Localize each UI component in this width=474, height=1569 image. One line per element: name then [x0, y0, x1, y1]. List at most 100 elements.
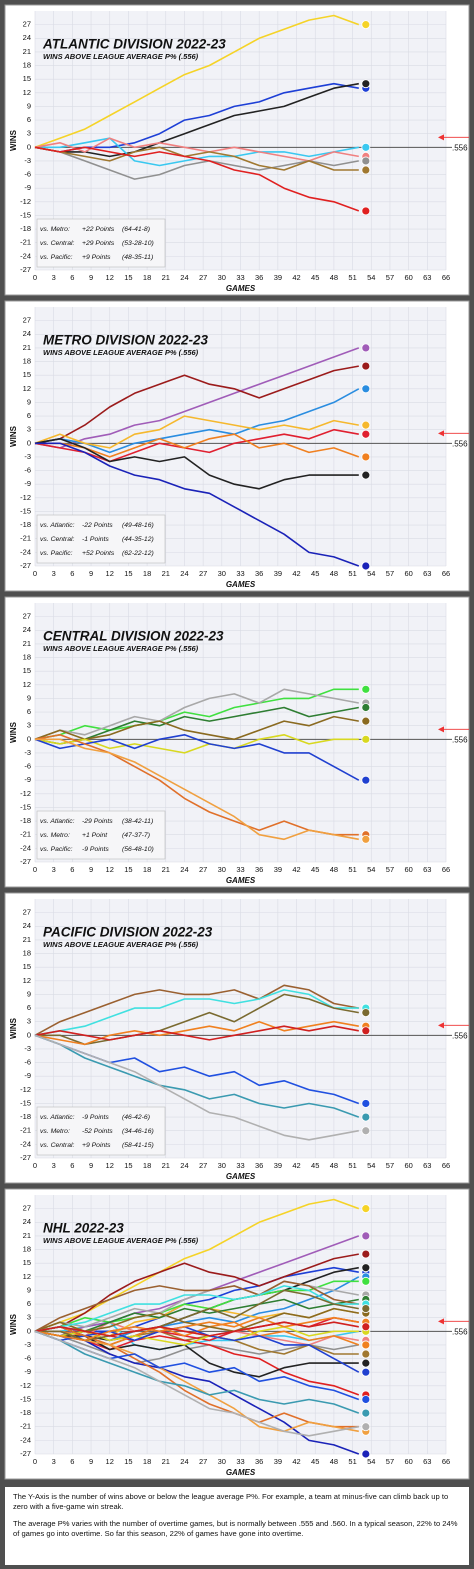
- reference-marker: [438, 1318, 444, 1325]
- y-tick-label: 12: [23, 976, 31, 985]
- y-axis-label: WINS: [9, 129, 18, 151]
- team-line: [34, 715, 359, 741]
- y-tick-label: -18: [20, 1112, 31, 1121]
- x-tick-label: 57: [386, 1161, 394, 1170]
- y-tick-label: 27: [23, 20, 31, 29]
- x-tick-label: 51: [348, 865, 356, 874]
- record-wlt: (38-42-11): [122, 818, 153, 825]
- record-label: vs. Metro:: [40, 1128, 70, 1135]
- chart-subtitle: WINS ABOVE LEAGUE AVERAGE P% (.556): [43, 940, 199, 949]
- records-box: [36, 810, 166, 860]
- x-tick-label: 21: [162, 865, 170, 874]
- y-tick-label: -6: [24, 762, 31, 771]
- note: The Y-Axis is the number of wins above o…: [13, 1492, 449, 1511]
- x-tick-label: 36: [255, 569, 263, 578]
- y-tick-label: 6: [27, 115, 31, 124]
- team-logo: [361, 206, 371, 216]
- y-tick-label: 18: [23, 949, 31, 958]
- x-axis-label: GAMES: [226, 580, 256, 589]
- x-tick-label: 60: [404, 865, 412, 874]
- team-line: [34, 1285, 359, 1333]
- team-line: [34, 989, 359, 1037]
- team-line: [34, 1321, 359, 1337]
- y-tick-label: 12: [23, 88, 31, 97]
- team-logo: [361, 429, 371, 439]
- y-tick-label: -24: [20, 1435, 31, 1444]
- x-tick-label: 48: [330, 1161, 338, 1170]
- team-line: [34, 1034, 359, 1141]
- x-tick-label: 3: [52, 1457, 56, 1466]
- team-line: [34, 137, 359, 162]
- team-line: [35, 1330, 360, 1455]
- y-tick-label: -27: [20, 1449, 31, 1458]
- team-logo: [361, 734, 371, 744]
- x-tick-label: 27: [199, 569, 207, 578]
- x-tick-label: 27: [199, 1161, 207, 1170]
- team-line: [34, 734, 360, 781]
- record-wlt: (58-41-15): [122, 1142, 154, 1149]
- record-wlt: (64-41-8): [122, 226, 150, 233]
- team-line: [34, 984, 359, 1037]
- x-tick-label: 15: [124, 1161, 132, 1170]
- y-tick-label: -9: [24, 775, 31, 784]
- x-tick-label: 6: [70, 1161, 74, 1170]
- team-line: [35, 442, 360, 567]
- team-logo: [361, 1026, 371, 1036]
- y-tick-label: 21: [23, 639, 31, 648]
- y-tick-label: -12: [20, 789, 31, 798]
- x-tick-label: 36: [255, 273, 263, 282]
- x-tick-label: 33: [236, 865, 244, 874]
- x-tick-label: 27: [199, 273, 207, 282]
- team-line: [34, 1330, 360, 1414]
- team-logo: [361, 716, 371, 726]
- x-tick-label: 6: [70, 865, 74, 874]
- y-tick-label: 12: [23, 1272, 31, 1281]
- x-tick-label: 9: [89, 1457, 93, 1466]
- team-logo: [361, 1395, 371, 1404]
- team-line: [34, 146, 359, 171]
- y-tick-label: -15: [20, 1098, 31, 1107]
- record-label: vs. Atlantic:: [40, 818, 75, 825]
- record-wlt: (47-37-7): [122, 832, 150, 839]
- y-tick-label: -21: [20, 238, 31, 247]
- y-tick-label: -6: [24, 170, 31, 179]
- team-logo: [361, 1249, 371, 1259]
- team-logo: [361, 1408, 371, 1418]
- y-axis-label: WINS: [9, 1313, 18, 1335]
- x-tick-label: 0: [33, 1161, 37, 1170]
- y-tick-label: 15: [23, 1258, 31, 1267]
- team-logo: [361, 142, 371, 152]
- x-axis-label: GAMES: [226, 1172, 256, 1181]
- record-label: vs. Pacific:: [40, 846, 73, 853]
- y-tick-label: 21: [23, 343, 31, 352]
- team-logo: [361, 1263, 371, 1273]
- y-tick-label: -3: [24, 748, 31, 757]
- team-line: [34, 1280, 359, 1333]
- y-axis-label: WINS: [9, 721, 18, 743]
- y-tick-label: 9: [27, 989, 31, 998]
- chart-subtitle: WINS ABOVE LEAGUE AVERAGE P% (.556): [43, 52, 199, 61]
- team-line: [34, 688, 359, 741]
- team-logo: [361, 1322, 371, 1332]
- record-points: +1 Point: [82, 832, 108, 839]
- x-tick-label: 45: [311, 273, 319, 282]
- y-tick-label: 24: [23, 625, 31, 634]
- y-tick-label: 18: [23, 61, 31, 70]
- y-tick-label: -27: [20, 1153, 31, 1162]
- x-tick-label: 15: [124, 569, 132, 578]
- x-tick-label: 66: [442, 865, 450, 874]
- team-logo: [361, 1449, 371, 1459]
- team-logo: [361, 361, 371, 371]
- y-tick-label: -3: [24, 1044, 31, 1053]
- reference-label: .556: [452, 143, 468, 152]
- x-tick-label: 42: [292, 1457, 300, 1466]
- chart-stack: 0 3 6 9 12 15 18 21 24 27 30 33 36 39 42 45 48 51 54 57 60 63…: [4, 4, 470, 1480]
- team-line: [34, 82, 359, 158]
- x-tick-label: 33: [236, 1457, 244, 1466]
- reference-marker: [438, 1022, 444, 1029]
- team-line: [34, 734, 359, 836]
- record-points: -22 Points: [82, 522, 113, 529]
- x-tick-label: 12: [106, 865, 114, 874]
- record-label: vs. Atlantic:: [40, 1114, 75, 1121]
